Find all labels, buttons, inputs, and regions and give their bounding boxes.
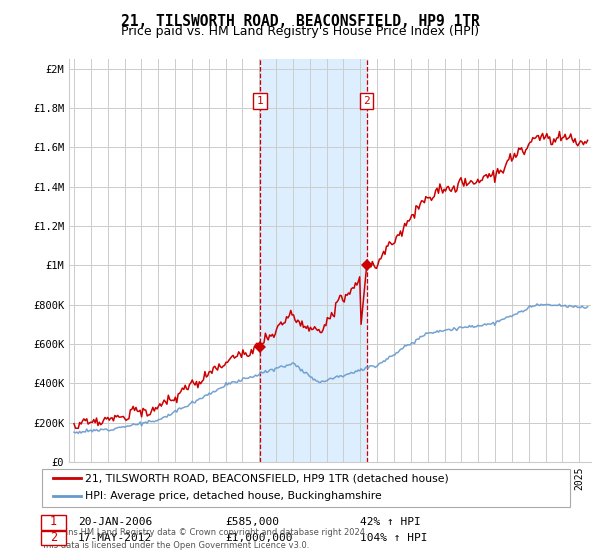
Text: 1: 1 — [257, 96, 263, 106]
Text: 21, TILSWORTH ROAD, BEACONSFIELD, HP9 1TR (detached house): 21, TILSWORTH ROAD, BEACONSFIELD, HP9 1T… — [85, 473, 449, 483]
Text: £1,000,000: £1,000,000 — [225, 533, 293, 543]
Text: 1: 1 — [50, 515, 57, 529]
Text: 2: 2 — [50, 531, 57, 544]
Text: Price paid vs. HM Land Registry's House Price Index (HPI): Price paid vs. HM Land Registry's House … — [121, 25, 479, 38]
Text: HPI: Average price, detached house, Buckinghamshire: HPI: Average price, detached house, Buck… — [85, 491, 382, 501]
Text: 42% ↑ HPI: 42% ↑ HPI — [360, 517, 421, 527]
Text: 2: 2 — [363, 96, 370, 106]
Text: Contains HM Land Registry data © Crown copyright and database right 2024.
This d: Contains HM Land Registry data © Crown c… — [41, 529, 367, 550]
Bar — [260, 59, 367, 462]
Text: 21, TILSWORTH ROAD, BEACONSFIELD, HP9 1TR: 21, TILSWORTH ROAD, BEACONSFIELD, HP9 1T… — [121, 14, 479, 29]
Text: 20-JAN-2006: 20-JAN-2006 — [78, 517, 152, 527]
Text: 104% ↑ HPI: 104% ↑ HPI — [360, 533, 427, 543]
Text: £585,000: £585,000 — [225, 517, 279, 527]
Text: 17-MAY-2012: 17-MAY-2012 — [78, 533, 152, 543]
